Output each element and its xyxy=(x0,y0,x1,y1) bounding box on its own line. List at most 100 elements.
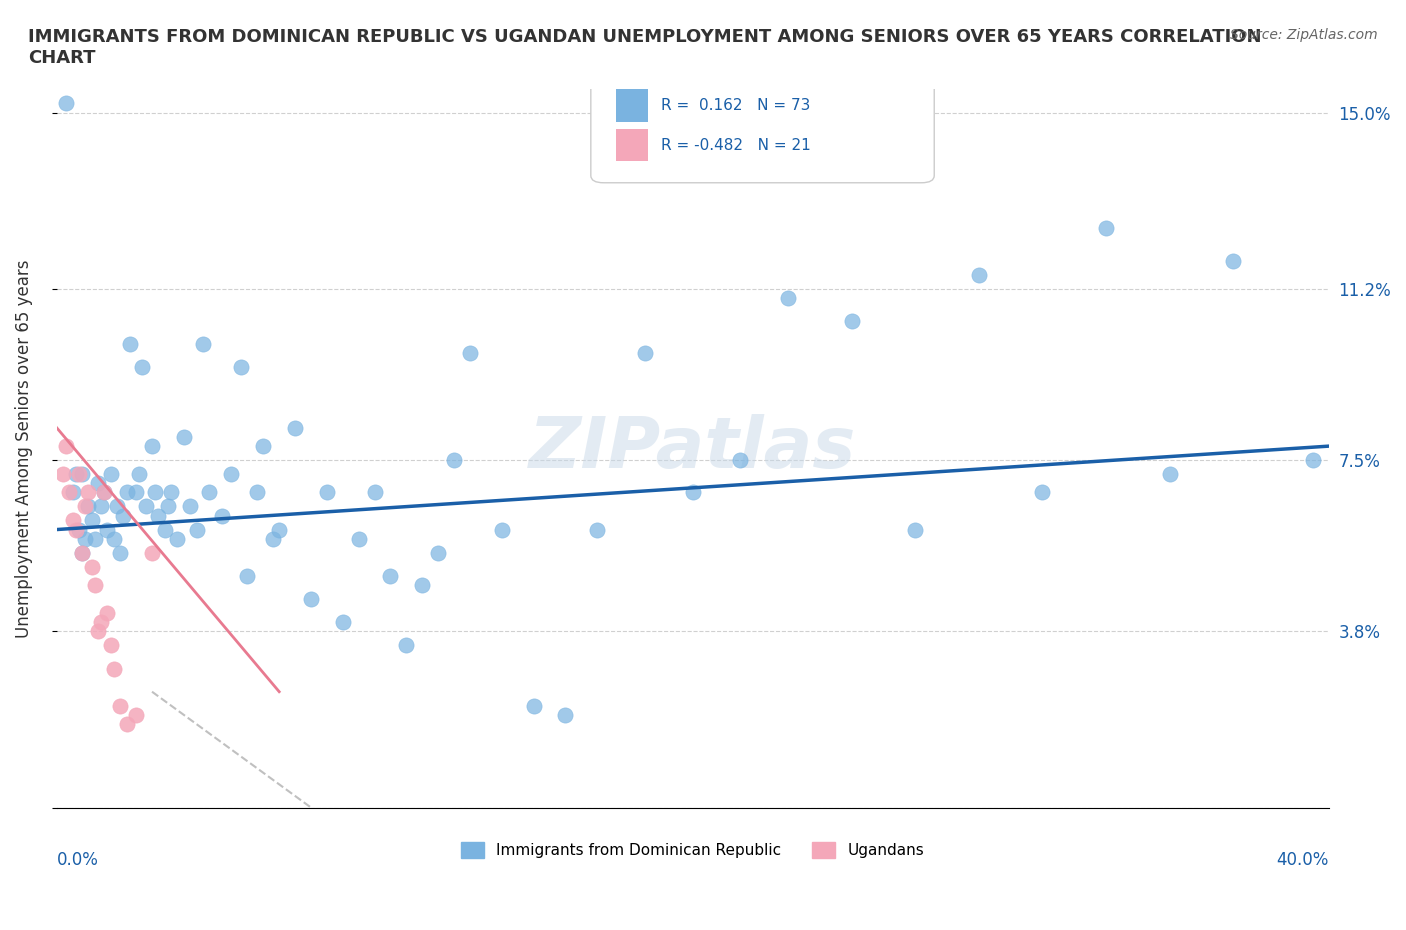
Point xyxy=(173,430,195,445)
Point xyxy=(141,545,163,560)
Point xyxy=(363,485,385,500)
Point xyxy=(87,476,110,491)
Point xyxy=(299,591,322,606)
Text: 40.0%: 40.0% xyxy=(1277,851,1329,869)
Point xyxy=(1031,485,1053,500)
Point xyxy=(90,615,112,630)
Bar xyxy=(616,89,648,122)
Point xyxy=(90,498,112,513)
Point xyxy=(105,498,128,513)
Point xyxy=(221,467,243,482)
Point xyxy=(682,485,704,500)
Text: ZIPatlas: ZIPatlas xyxy=(529,414,856,483)
Point xyxy=(52,467,75,482)
Point xyxy=(380,568,402,583)
Point xyxy=(776,290,799,305)
Point xyxy=(112,508,135,523)
Point xyxy=(179,498,201,513)
Point xyxy=(523,698,546,713)
Point xyxy=(269,522,291,537)
Point xyxy=(586,522,609,537)
Point xyxy=(65,467,87,482)
Point xyxy=(131,360,153,375)
Point xyxy=(103,531,125,546)
Y-axis label: Unemployment Among Seniors over 65 years: Unemployment Among Seniors over 65 years xyxy=(15,259,32,638)
Point xyxy=(148,508,170,523)
Point xyxy=(75,531,97,546)
Point xyxy=(236,568,259,583)
FancyBboxPatch shape xyxy=(591,68,934,183)
Point xyxy=(55,439,77,454)
Point xyxy=(93,485,115,500)
Point xyxy=(634,346,657,361)
Point xyxy=(229,360,252,375)
Text: IMMIGRANTS FROM DOMINICAN REPUBLIC VS UGANDAN UNEMPLOYMENT AMONG SENIORS OVER 65: IMMIGRANTS FROM DOMINICAN REPUBLIC VS UG… xyxy=(28,28,1261,67)
Point xyxy=(554,708,576,723)
Point xyxy=(108,545,131,560)
Point xyxy=(83,531,105,546)
Point xyxy=(427,545,450,560)
Point xyxy=(135,498,157,513)
Point xyxy=(125,708,148,723)
Point xyxy=(458,346,481,361)
Point xyxy=(841,313,863,328)
Point xyxy=(191,337,214,352)
Point xyxy=(395,638,418,653)
Point xyxy=(87,624,110,639)
Point xyxy=(103,661,125,676)
Text: Source: ZipAtlas.com: Source: ZipAtlas.com xyxy=(1230,28,1378,42)
Legend: Immigrants from Dominican Republic, Ugandans: Immigrants from Dominican Republic, Ugan… xyxy=(456,836,929,865)
Text: R = -0.482   N = 21: R = -0.482 N = 21 xyxy=(661,138,810,153)
Point xyxy=(491,522,513,537)
Point xyxy=(166,531,188,546)
Point xyxy=(75,498,97,513)
Point xyxy=(1222,253,1244,268)
Point xyxy=(100,467,122,482)
Point xyxy=(80,559,103,574)
Point xyxy=(115,485,138,500)
Point xyxy=(93,485,115,500)
Point xyxy=(115,717,138,732)
Point xyxy=(141,439,163,454)
Point xyxy=(80,512,103,527)
Point xyxy=(118,337,141,352)
Point xyxy=(262,531,284,546)
Point xyxy=(443,453,465,468)
Point xyxy=(67,467,90,482)
Point xyxy=(65,522,87,537)
Point xyxy=(128,467,150,482)
Point xyxy=(143,485,166,500)
Point xyxy=(347,531,370,546)
Point xyxy=(96,605,118,620)
Point xyxy=(1302,453,1324,468)
Bar xyxy=(616,129,648,161)
Point xyxy=(62,512,84,527)
Point xyxy=(1095,221,1118,236)
Point xyxy=(108,698,131,713)
Point xyxy=(62,485,84,500)
Point xyxy=(58,485,80,500)
Point xyxy=(156,498,179,513)
Point xyxy=(411,578,433,592)
Text: 0.0%: 0.0% xyxy=(56,851,98,869)
Text: R =  0.162   N = 73: R = 0.162 N = 73 xyxy=(661,99,810,113)
Point xyxy=(730,453,752,468)
Point xyxy=(125,485,148,500)
Point xyxy=(252,439,274,454)
Point xyxy=(70,545,93,560)
Point xyxy=(198,485,221,500)
Point xyxy=(55,96,77,111)
Point xyxy=(96,522,118,537)
Point xyxy=(211,508,233,523)
Point xyxy=(67,522,90,537)
Point xyxy=(186,522,208,537)
Point xyxy=(1159,467,1181,482)
Point xyxy=(284,420,307,435)
Point xyxy=(315,485,337,500)
Point xyxy=(70,467,93,482)
Point xyxy=(967,267,990,282)
Point xyxy=(153,522,176,537)
Point xyxy=(70,545,93,560)
Point xyxy=(160,485,183,500)
Point xyxy=(100,638,122,653)
